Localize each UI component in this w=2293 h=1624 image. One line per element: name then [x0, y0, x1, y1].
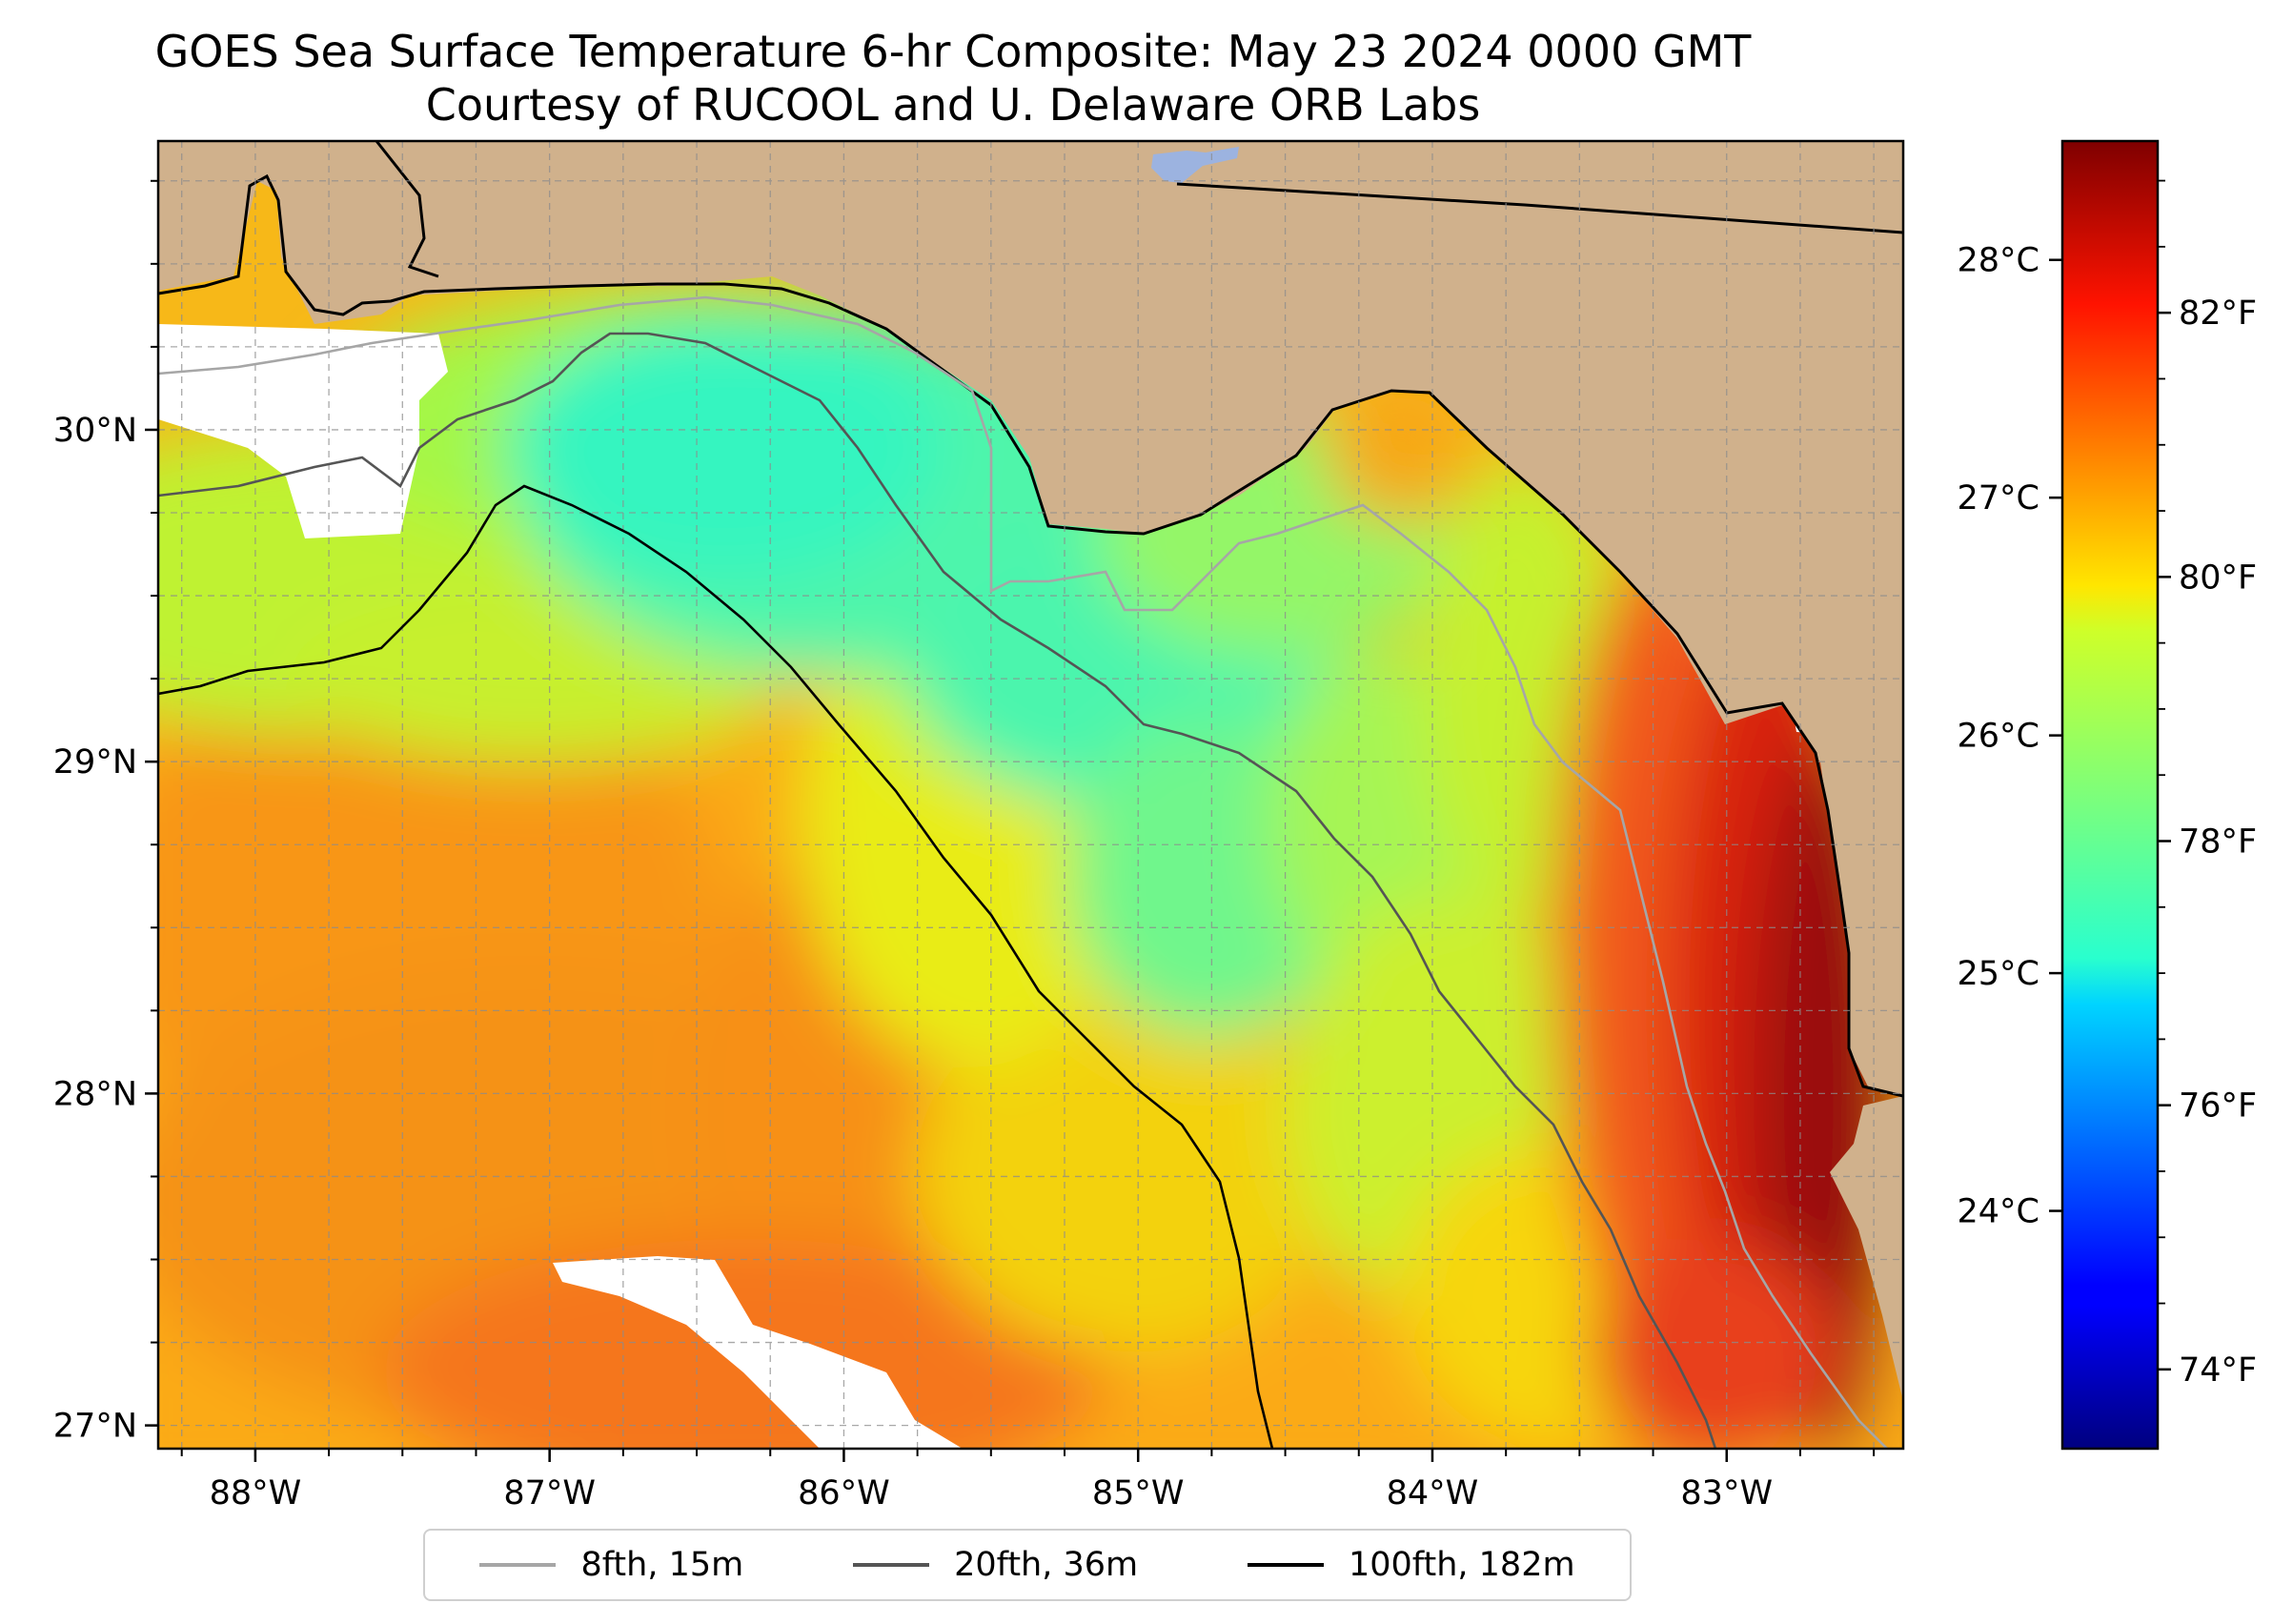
latitude-ticks: 27°N 28°N 29°N 30°N [53, 179, 158, 1446]
legend-label-100fth: 100fth, 182m [1348, 1546, 1575, 1584]
title-line-1: GOES Sea Surface Temperature 6-hr Compos… [154, 26, 1752, 77]
fahrenheit-tick-label: 76°F [2179, 1087, 2257, 1126]
state-boundary-west [375, 141, 439, 278]
land-mass [158, 141, 1903, 1401]
lon-tick-label: 84°W [1387, 1474, 1479, 1512]
legend-swatch-20fth [853, 1563, 930, 1567]
fahrenheit-ticks: 74°F 76°F 78°F 80°F 82°F [2158, 179, 2257, 1390]
state-boundary [1176, 182, 1903, 234]
lon-tick-label: 86°W [798, 1474, 890, 1512]
lat-tick-label: 30°N [53, 412, 137, 450]
isobath-legend: 8fth, 15m 20fth, 36m 100fth, 182m [423, 1529, 1632, 1601]
legend-item-100fth: 100fth, 182m [1247, 1546, 1575, 1584]
celsius-tick-label: 28°C [1958, 242, 2039, 280]
lon-tick-label: 85°W [1092, 1474, 1185, 1512]
isobath-8fth [158, 295, 1888, 1449]
title-line-2: Courtesy of RUCOOL and U. Delaware ORB L… [425, 79, 1481, 131]
legend-swatch-100fth [1247, 1563, 1324, 1567]
fahrenheit-tick-label: 80°F [2179, 558, 2257, 597]
celsius-ticks: 24°C 25°C 26°C 27°C 28°C [1958, 242, 2062, 1231]
lat-tick-label: 28°N [53, 1075, 137, 1113]
colorbar-gradient [2060, 139, 2160, 1451]
legend-label-20fth: 20fth, 36m [954, 1546, 1139, 1584]
celsius-tick-label: 24°C [1958, 1193, 2039, 1231]
coastline [158, 173, 1903, 1098]
legend-label-8fth: 8fth, 15m [580, 1546, 744, 1584]
lake [1151, 147, 1239, 183]
celsius-tick-label: 25°C [1958, 955, 2039, 993]
celsius-tick-label: 26°C [1958, 718, 2039, 756]
map-frame [156, 139, 1905, 1451]
isobath-100fth [158, 484, 1274, 1449]
lat-tick-label: 27°N [53, 1408, 137, 1446]
fahrenheit-tick-label: 78°F [2179, 823, 2257, 862]
longitude-ticks: 88°W 87°W 86°W 85°W 84°W 83°W [180, 1449, 1876, 1512]
legend-item-20fth: 20fth, 36m [853, 1546, 1138, 1584]
lon-tick-label: 88°W [210, 1474, 302, 1512]
gridlines [158, 141, 1903, 1449]
isobath-20fth [158, 332, 1717, 1449]
fahrenheit-tick-label: 82°F [2179, 294, 2257, 333]
fahrenheit-tick-label: 74°F [2179, 1351, 2257, 1390]
lat-tick-label: 29°N [53, 743, 137, 782]
map-title: GOES Sea Surface Temperature 6-hr Compos… [0, 25, 1906, 132]
legend-swatch-8fth [479, 1563, 557, 1567]
legend-item-8fth: 8fth, 15m [479, 1546, 743, 1584]
lon-tick-label: 83°W [1680, 1474, 1773, 1512]
celsius-tick-label: 27°C [1958, 479, 2039, 518]
lon-tick-label: 87°W [503, 1474, 596, 1512]
